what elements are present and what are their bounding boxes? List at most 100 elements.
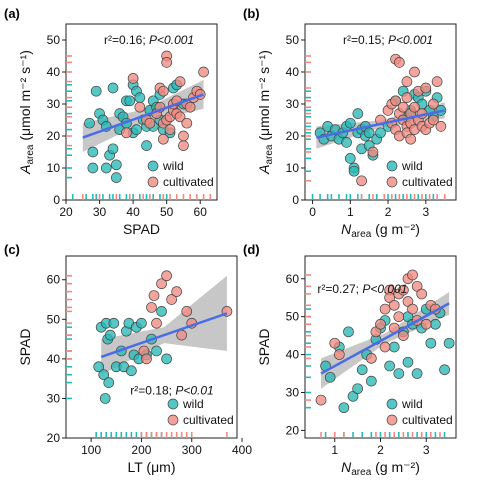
- panel-d: (d) 1 2 3 20 30 40 50 60 Narea (g m⁻²) SPAD r²=0.27…: [243, 242, 457, 478]
- data-point-wild: [439, 364, 450, 376]
- x-tick-label: 1: [347, 205, 354, 219]
- data-point-cultivated: [157, 133, 169, 145]
- data-point-wild: [356, 364, 368, 376]
- legend-marker-wild: [386, 398, 398, 410]
- data-point-wild: [363, 127, 375, 139]
- data-point-cultivated: [393, 311, 405, 323]
- data-point-wild: [87, 162, 99, 174]
- data-point-wild: [131, 124, 142, 135]
- data-point-wild: [100, 162, 112, 174]
- data-point-wild: [108, 317, 120, 329]
- data-point-cultivated: [388, 299, 400, 311]
- y-tick-label: 60: [47, 273, 61, 287]
- data-point-wild: [107, 143, 119, 155]
- legend-marker-wild: [147, 160, 159, 172]
- data-point-wild: [98, 369, 110, 381]
- data-point-wild: [87, 146, 99, 158]
- stats-annotation: r²=0.15; P<0.001: [343, 33, 433, 47]
- data-point-wild: [430, 318, 441, 330]
- x-axis-label: LT (μm): [128, 459, 176, 475]
- data-point-wild: [338, 402, 350, 414]
- x-tick-label: 40: [126, 205, 140, 219]
- data-point-cultivated: [166, 294, 177, 305]
- stats-annotation: r²=0.18; P<0.01: [130, 384, 213, 398]
- data-point-wild: [375, 127, 386, 139]
- data-point-wild: [107, 82, 119, 94]
- regression-line: [316, 109, 445, 139]
- data-point-cultivated: [329, 337, 341, 349]
- data-point-wild: [393, 368, 405, 379]
- data-point-cultivated: [333, 349, 345, 360]
- data-point-wild: [136, 317, 147, 329]
- data-point-cultivated: [134, 101, 146, 113]
- data-point-cultivated: [365, 353, 377, 364]
- legend-label-wild: wild: [162, 159, 184, 173]
- data-point-cultivated: [121, 127, 132, 139]
- legend-label-cultivated: cultivated: [402, 413, 453, 427]
- y-tick-label: 40: [47, 352, 61, 366]
- x-tick-label: 200: [131, 443, 151, 457]
- y-tick-label: 10: [47, 161, 61, 175]
- legend-marker-wild: [386, 160, 398, 172]
- data-point-cultivated: [409, 101, 420, 113]
- y-tick-label: 20: [47, 431, 61, 445]
- y-tick-label: 0: [292, 193, 299, 207]
- y-tick-label: 20: [286, 129, 300, 143]
- data-point-cultivated: [157, 85, 169, 97]
- data-point-wild: [110, 159, 122, 171]
- data-point-wild: [402, 356, 414, 368]
- data-point-wild: [84, 117, 95, 129]
- data-point-cultivated: [156, 278, 167, 290]
- data-point-wild: [443, 337, 455, 349]
- data-point-wild: [110, 172, 122, 183]
- data-point-wild: [93, 361, 105, 373]
- x-tick-label: 400: [232, 443, 252, 457]
- legend-marker-cultivated: [147, 176, 159, 188]
- x-axis-label: Narea (g m⁻²): [341, 221, 420, 240]
- data-point-cultivated: [356, 175, 367, 187]
- data-point-cultivated: [176, 329, 188, 341]
- data-point-cultivated: [431, 76, 443, 87]
- data-point-cultivated: [379, 341, 391, 353]
- x-tick-label: 2: [385, 205, 392, 219]
- stats-annotation: r²=0.16; P<0.001: [104, 33, 194, 47]
- y-tick-label: 40: [286, 65, 300, 79]
- x-tick-label: 3: [423, 443, 430, 457]
- legend-label-wild: wild: [182, 397, 204, 411]
- data-point-cultivated: [407, 269, 418, 281]
- data-point-cultivated: [164, 124, 176, 135]
- data-point-wild: [344, 117, 356, 129]
- x-axis-label: SPAD: [123, 221, 160, 237]
- y-axis-label: Aarea (μmol m⁻² s⁻¹): [17, 50, 36, 175]
- legend-label-wild: wild: [401, 397, 423, 411]
- data-point-cultivated: [127, 73, 139, 84]
- data-point-wild: [90, 85, 102, 97]
- y-tick-label: 50: [286, 310, 300, 324]
- data-point-wild: [99, 393, 111, 404]
- legend-marker-cultivated: [167, 414, 179, 426]
- data-point-cultivated: [409, 66, 420, 78]
- data-point-cultivated: [148, 290, 160, 301]
- y-tick-label: 30: [47, 391, 61, 405]
- data-point-wild: [344, 153, 356, 164]
- data-point-wild: [324, 371, 336, 383]
- legend-label-wild: wild: [401, 159, 423, 173]
- data-point-cultivated: [407, 303, 418, 315]
- data-point-cultivated: [416, 288, 428, 300]
- data-point-cultivated: [174, 76, 186, 87]
- y-tick-label: 20: [47, 129, 61, 143]
- data-point-cultivated: [398, 330, 409, 341]
- panel-label: (b): [243, 6, 260, 21]
- data-point-wild: [134, 92, 146, 103]
- y-tick-label: 40: [286, 348, 300, 362]
- x-tick-label: 300: [182, 443, 202, 457]
- x-tick-label: 50: [160, 205, 174, 219]
- y-tick-label: 50: [47, 312, 61, 326]
- y-tick-label: 30: [47, 97, 61, 111]
- y-tick-label: 0: [53, 193, 60, 207]
- data-point-cultivated: [379, 303, 391, 315]
- legend-label-cultivated: cultivated: [183, 413, 234, 427]
- data-point-cultivated: [144, 117, 156, 129]
